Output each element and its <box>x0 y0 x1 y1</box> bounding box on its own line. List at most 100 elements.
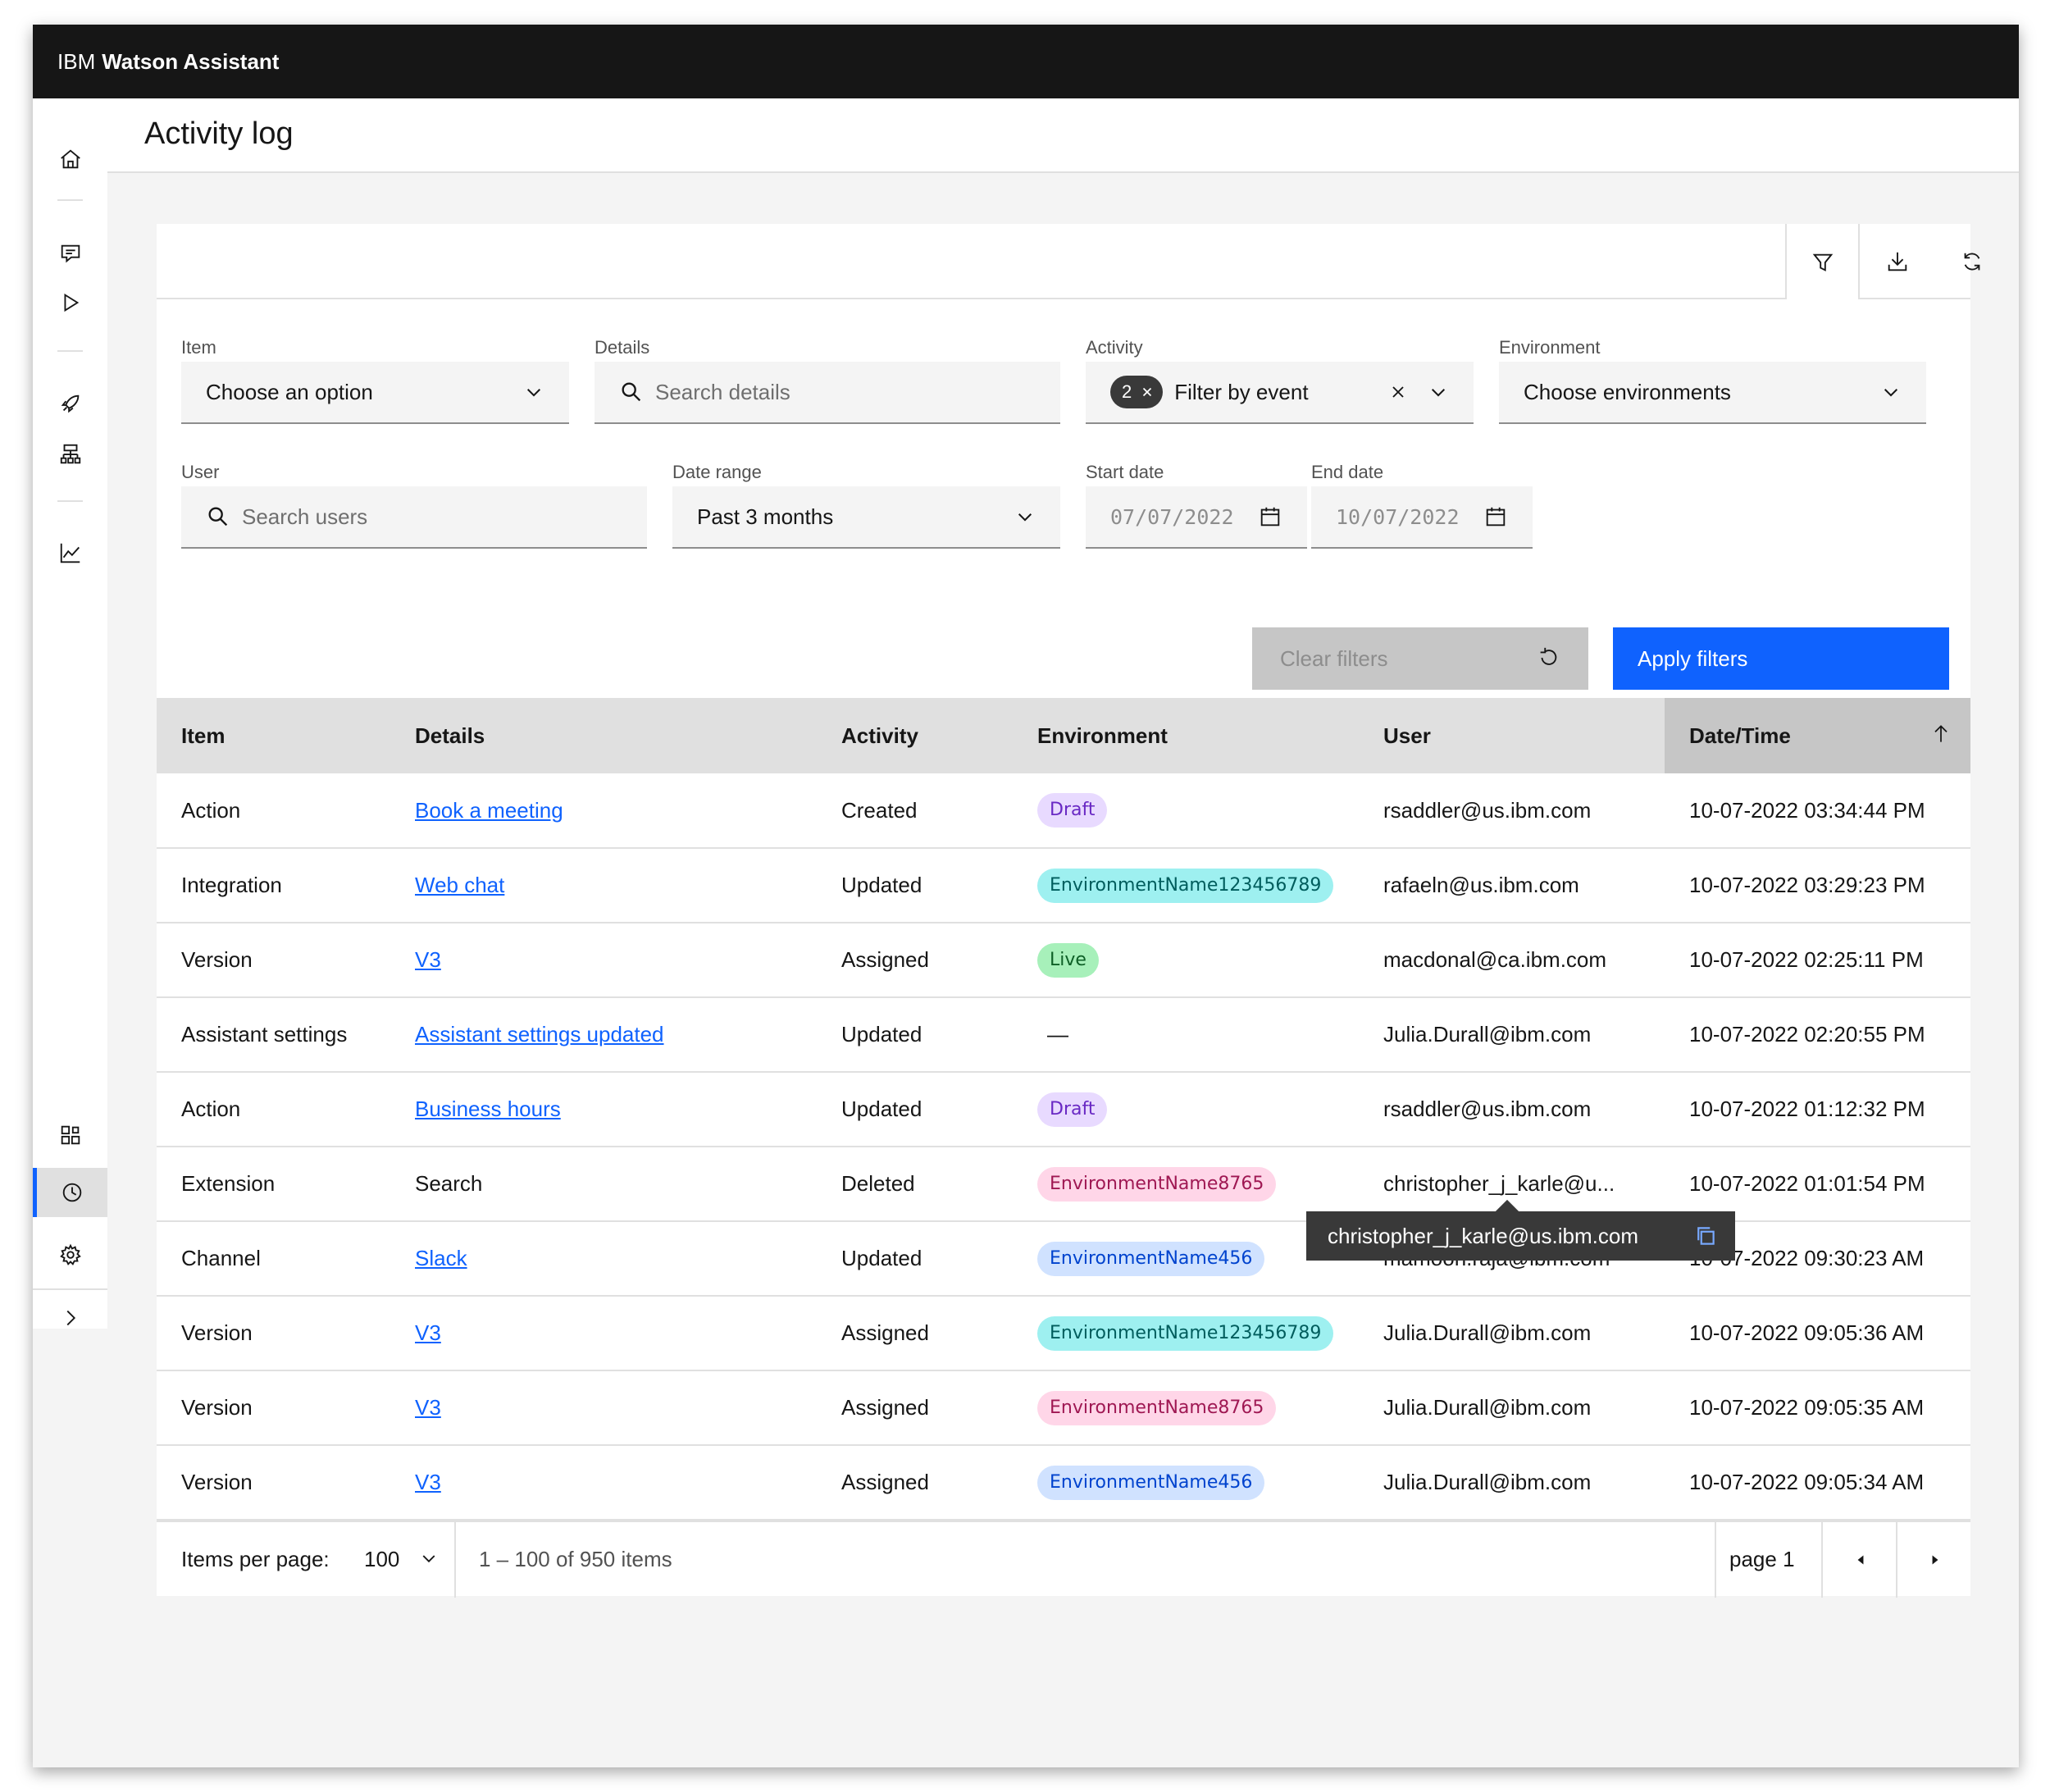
environment-dropdown[interactable]: Choose environments <box>1499 362 1926 424</box>
environment-dropdown-value: Choose environments <box>1524 379 1731 404</box>
cell-datetime: 10-07-2022 01:12:32 PM <box>1665 1072 1970 1147</box>
cell-datetime: 10-07-2022 09:05:35 AM <box>1665 1370 1970 1446</box>
integrations-icon[interactable] <box>33 1110 107 1160</box>
details-link[interactable]: Business hours <box>415 1097 561 1121</box>
calendar-icon[interactable] <box>1483 504 1508 529</box>
environment-tag: Draft <box>1037 1092 1108 1127</box>
cell-item: Integration <box>157 848 390 923</box>
column-header-activity[interactable]: Activity <box>817 698 1013 773</box>
apply-filters-button[interactable]: Apply filters <box>1613 627 1949 690</box>
page-select[interactable]: page 1 <box>1729 1547 1795 1571</box>
hierarchy-icon[interactable] <box>33 430 107 479</box>
copy-icon[interactable] <box>1694 1224 1717 1247</box>
cell-user: rsaddler@us.ibm.com <box>1359 1072 1665 1147</box>
environment-tag: EnvironmentName8765 <box>1037 1390 1277 1425</box>
column-header-environment[interactable]: Environment <box>1013 698 1359 773</box>
details-search-input[interactable]: Search details <box>594 362 1060 424</box>
item-dropdown-value: Choose an option <box>206 379 373 404</box>
cell-datetime: 10-07-2022 09:05:36 AM <box>1665 1296 1970 1371</box>
details-link[interactable]: V3 <box>415 1470 441 1494</box>
item-dropdown[interactable]: Choose an option <box>181 362 569 424</box>
items-per-page-select[interactable]: 100 <box>364 1547 400 1571</box>
details-link[interactable]: Assistant settings updated <box>415 1022 664 1046</box>
cell-details: V3 <box>390 1445 817 1521</box>
search-icon <box>622 382 641 402</box>
environment-empty: — <box>1047 1022 1068 1046</box>
calendar-icon[interactable] <box>1258 504 1282 529</box>
clear-filters-button[interactable]: Clear filters <box>1252 627 1588 690</box>
cell-details: Business hours <box>390 1072 817 1147</box>
column-header-item[interactable]: Item <box>157 698 390 773</box>
details-link[interactable]: V3 <box>415 947 441 972</box>
analytics-icon[interactable] <box>33 528 107 577</box>
environment-tag: EnvironmentName8765 <box>1037 1166 1277 1202</box>
cell-environment: EnvironmentName123456789 <box>1013 848 1359 923</box>
item-range: 1 – 100 of 950 items <box>479 1547 672 1571</box>
cell-datetime: 10-07-2022 03:34:44 PM <box>1665 773 1970 849</box>
previous-page-button[interactable] <box>1823 1522 1897 1598</box>
rocket-icon[interactable] <box>33 379 107 428</box>
cell-activity: Assigned <box>817 923 1013 998</box>
table-row: Integration Web chat Updated EnvironmentNam… <box>157 848 1970 923</box>
cell-details: Slack <box>390 1221 817 1297</box>
items-per-page-label: Items per page: <box>181 1547 330 1571</box>
pagination: Items per page: 100 1 – 100 of 950 items… <box>157 1521 1972 1598</box>
cell-activity: Assigned <box>817 1296 1013 1371</box>
selected-count-tag[interactable]: 2 <box>1110 376 1164 408</box>
column-header-datetime-label: Date/Time <box>1689 723 1791 748</box>
activity-log-icon[interactable] <box>33 1168 107 1217</box>
end-date-value: 10/07/2022 <box>1336 504 1460 529</box>
clear-selection-icon[interactable] <box>1388 382 1408 402</box>
activity-multiselect-value: Filter by event <box>1174 379 1309 404</box>
column-header-details[interactable]: Details <box>390 698 817 773</box>
filter-button[interactable] <box>1785 224 1860 301</box>
settings-gear-icon[interactable] <box>33 1230 107 1279</box>
cell-environment: EnvironmentName456 <box>1013 1445 1359 1521</box>
cell-activity: Deleted <box>817 1147 1013 1222</box>
activity-table: Item Details Activity Environment User D… <box>157 698 1970 1521</box>
chevron-down-icon[interactable] <box>419 1548 439 1568</box>
cell-activity: Assigned <box>817 1370 1013 1446</box>
activity-log-card: Item Choose an option Details Search det… <box>157 224 1979 1598</box>
home-icon[interactable] <box>33 135 107 184</box>
download-button[interactable] <box>1860 224 1934 299</box>
filter-panel: Item Choose an option Details Search det… <box>157 299 1970 698</box>
download-icon <box>1888 252 1906 271</box>
refresh-button[interactable] <box>1934 224 2009 299</box>
user-email-tooltip: christopher_j_karle@us.ibm.com <box>1306 1199 1735 1261</box>
cell-user: rafaeln@us.ibm.com <box>1359 848 1665 923</box>
activity-multiselect[interactable]: 2 Filter by event <box>1086 362 1474 424</box>
cell-environment: EnvironmentName8765 <box>1013 1147 1359 1222</box>
user-search-input[interactable]: Search users <box>181 486 647 549</box>
chat-icon[interactable] <box>33 229 107 278</box>
details-link[interactable]: Book a meeting <box>415 797 563 823</box>
date-range-dropdown[interactable]: Past 3 months <box>672 486 1060 549</box>
details-link[interactable]: Web chat <box>415 873 505 897</box>
cell-details: Book a meeting <box>390 773 817 849</box>
end-date-input[interactable]: 10/07/2022 <box>1311 486 1533 549</box>
brand-name: IBM <box>57 48 96 74</box>
activity-filter-label: Activity <box>1086 337 1143 358</box>
next-page-button[interactable] <box>1897 1522 1972 1598</box>
cell-user: Julia.Durall@ibm.com <box>1359 997 1665 1073</box>
play-icon[interactable] <box>33 278 107 327</box>
cell-activity: Assigned <box>817 1445 1013 1521</box>
cell-details: V3 <box>390 1370 817 1446</box>
details-search-placeholder: Search details <box>655 379 790 404</box>
details-link[interactable]: V3 <box>415 1320 441 1345</box>
cell-activity: Updated <box>817 848 1013 923</box>
column-header-datetime[interactable]: Date/Time <box>1665 698 1970 773</box>
app-window: IBM Watson Assistant <box>33 25 2019 1767</box>
user-search-placeholder: Search users <box>242 504 368 529</box>
expand-chevron-icon[interactable] <box>33 1293 107 1343</box>
details-link[interactable]: V3 <box>415 1395 441 1420</box>
start-date-input[interactable]: 07/07/2022 <box>1086 486 1307 549</box>
tooltip-text: christopher_j_karle@us.ibm.com <box>1328 1223 1638 1248</box>
column-header-user[interactable]: User <box>1359 698 1665 773</box>
environment-tag: EnvironmentName456 <box>1037 1241 1265 1276</box>
start-date-value: 07/07/2022 <box>1110 504 1234 529</box>
close-icon <box>1143 387 1152 397</box>
details-link[interactable]: Slack <box>415 1246 467 1270</box>
cell-item: Version <box>157 1296 390 1371</box>
environment-tag: EnvironmentName123456789 <box>1037 1316 1334 1351</box>
